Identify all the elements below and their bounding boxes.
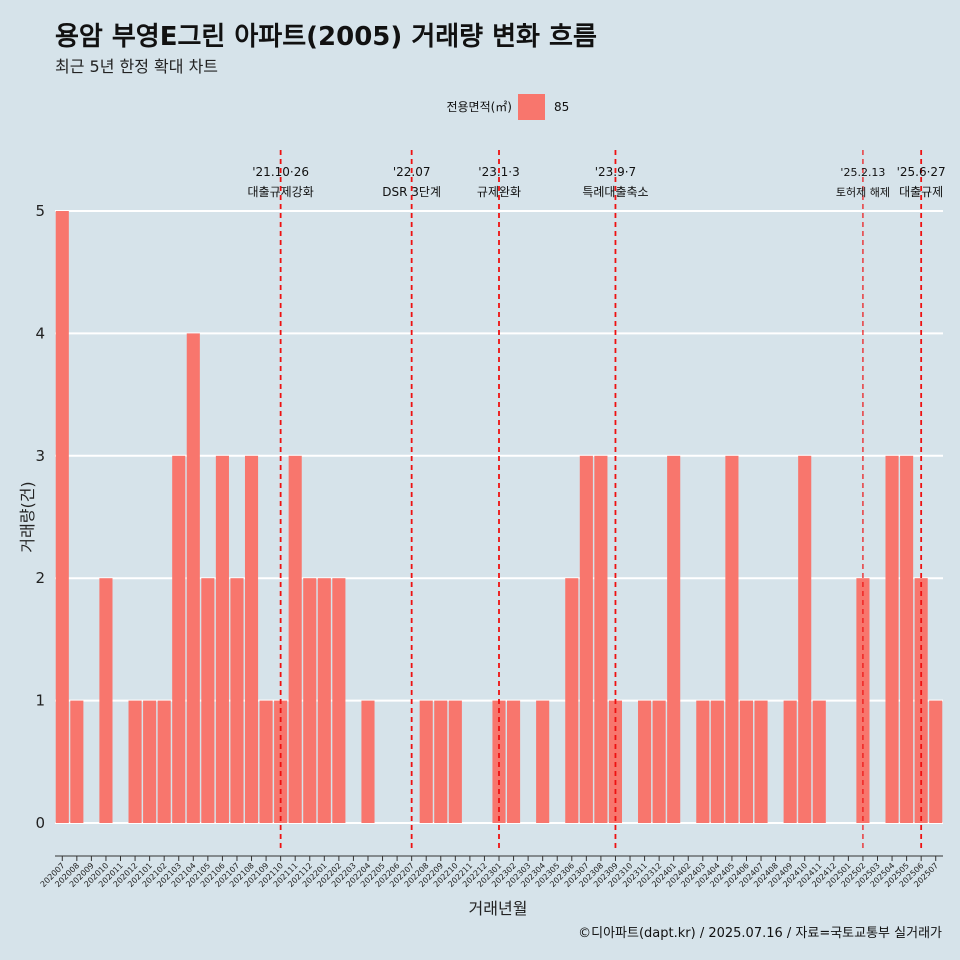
bar-202307	[579, 455, 593, 823]
event-date-label: '25.2.13	[840, 166, 885, 179]
bar-202108	[244, 455, 259, 823]
bar-202504	[885, 455, 899, 823]
event-date-label: '23.1·3	[478, 165, 519, 179]
bar-202308	[594, 455, 608, 823]
axes: 0123452020072020082020092020102020112020…	[35, 202, 943, 889]
event-text-label: 토허제 해제	[836, 185, 890, 199]
bar-202107	[230, 578, 244, 823]
bar-202105	[201, 578, 215, 823]
bar-202309	[608, 700, 623, 823]
event-text-label: 특례대출축소	[582, 185, 648, 199]
event-text-label: 규제완화	[477, 185, 521, 199]
bar-202405	[725, 455, 739, 823]
bar-202103	[172, 455, 186, 823]
bar-202201	[317, 578, 331, 823]
event-markers: '21.10·26 대출규제강화 '22.07 DSR 3단계 '23.1·3 규제완화 '…	[248, 150, 946, 852]
bar-202112	[303, 578, 317, 823]
bar-202210	[448, 700, 462, 823]
bar-202406	[739, 700, 754, 823]
bar-202202	[332, 578, 346, 823]
bar-202311	[638, 700, 652, 823]
bar-202407	[754, 700, 768, 823]
event-date-label: '25.6·27	[897, 165, 946, 179]
bar-202208	[419, 700, 433, 823]
bar-202111	[288, 455, 302, 823]
chart-subtitle: 최근 5년 한정 확대 차트	[55, 57, 219, 76]
event-text-label: DSR 3단계	[382, 185, 441, 199]
bar-202403	[696, 700, 710, 823]
bar-202404	[710, 700, 724, 823]
bar-202104	[186, 333, 200, 823]
bar-202505	[900, 455, 914, 823]
bar-202301	[492, 700, 506, 823]
bar-202410	[798, 455, 812, 823]
bar-202302	[507, 700, 521, 823]
bar-202010	[99, 578, 113, 823]
bar-202102	[157, 700, 171, 823]
x-axis-title: 거래년월	[469, 899, 528, 918]
legend-entry-85: 85	[554, 100, 569, 114]
bar-202411	[812, 700, 826, 823]
y-tick-label: 5	[35, 202, 45, 220]
bar-202110	[274, 700, 288, 823]
y-tick-label: 2	[35, 569, 45, 587]
bar-202401	[667, 455, 681, 823]
bar-202304	[536, 700, 550, 823]
bar-202106	[215, 455, 229, 823]
legend-swatch	[518, 94, 545, 120]
legend: 전용면적(㎡) 85	[446, 94, 569, 120]
event-text-label: 대출규제	[899, 185, 943, 199]
legend-title: 전용면적(㎡)	[446, 100, 512, 114]
bar-202008	[70, 700, 84, 823]
bar-202007	[55, 211, 69, 823]
event-date-label: '23.9·7	[595, 165, 636, 179]
event-date-label: '22.07	[393, 165, 431, 179]
bar-202312	[652, 700, 666, 823]
event-text-label: 대출규제강화	[248, 185, 314, 199]
bar-202209	[434, 700, 448, 823]
event-date-label: '21.10·26	[252, 165, 309, 179]
y-tick-label: 4	[35, 324, 45, 342]
bars	[55, 211, 943, 823]
y-tick-label: 3	[35, 447, 45, 465]
bar-202101	[143, 700, 157, 823]
bar-202204	[361, 700, 375, 823]
y-tick-label: 1	[35, 692, 45, 710]
bar-202507	[929, 700, 943, 823]
source-caption: ©디아파트(dapt.kr) / 2025.07.16 / 자료=국토교통부 실…	[578, 926, 942, 941]
bar-202012	[128, 700, 142, 823]
bar-202109	[259, 700, 273, 823]
bar-202306	[565, 578, 579, 823]
bar-202409	[783, 700, 797, 823]
chart-title: 용암 부영E그린 아파트(2005) 거래량 변화 흐름	[55, 22, 597, 52]
y-tick-label: 0	[35, 814, 45, 832]
y-axis-title: 거래량(건)	[18, 481, 37, 552]
